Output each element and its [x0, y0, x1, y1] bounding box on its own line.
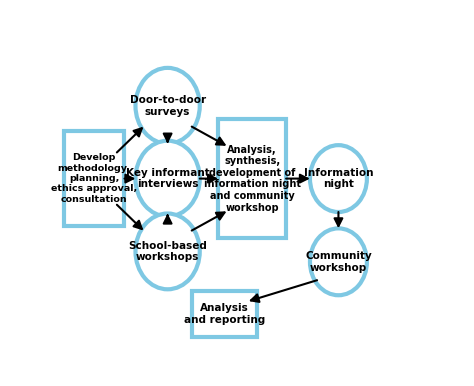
- FancyBboxPatch shape: [64, 131, 125, 226]
- Ellipse shape: [136, 68, 200, 144]
- Text: Develop
methodology,
planning,
ethics approval,
consultation: Develop methodology, planning, ethics ap…: [51, 153, 137, 204]
- FancyBboxPatch shape: [192, 291, 257, 337]
- Ellipse shape: [136, 141, 200, 217]
- Text: Door-to-door
surveys: Door-to-door surveys: [129, 95, 206, 117]
- Text: Analysis,
synthesis,
development of
information night
and community
workshop: Analysis, synthesis, development of info…: [204, 145, 301, 213]
- Text: Analysis
and reporting: Analysis and reporting: [184, 303, 265, 325]
- Ellipse shape: [136, 213, 200, 289]
- Text: Key informant
interviews: Key informant interviews: [126, 168, 210, 190]
- Ellipse shape: [310, 145, 367, 212]
- FancyBboxPatch shape: [218, 119, 286, 238]
- Ellipse shape: [310, 229, 367, 295]
- Text: Information
night: Information night: [304, 168, 373, 190]
- Text: School-based
workshops: School-based workshops: [128, 240, 207, 262]
- Text: Community
workshop: Community workshop: [305, 251, 372, 273]
